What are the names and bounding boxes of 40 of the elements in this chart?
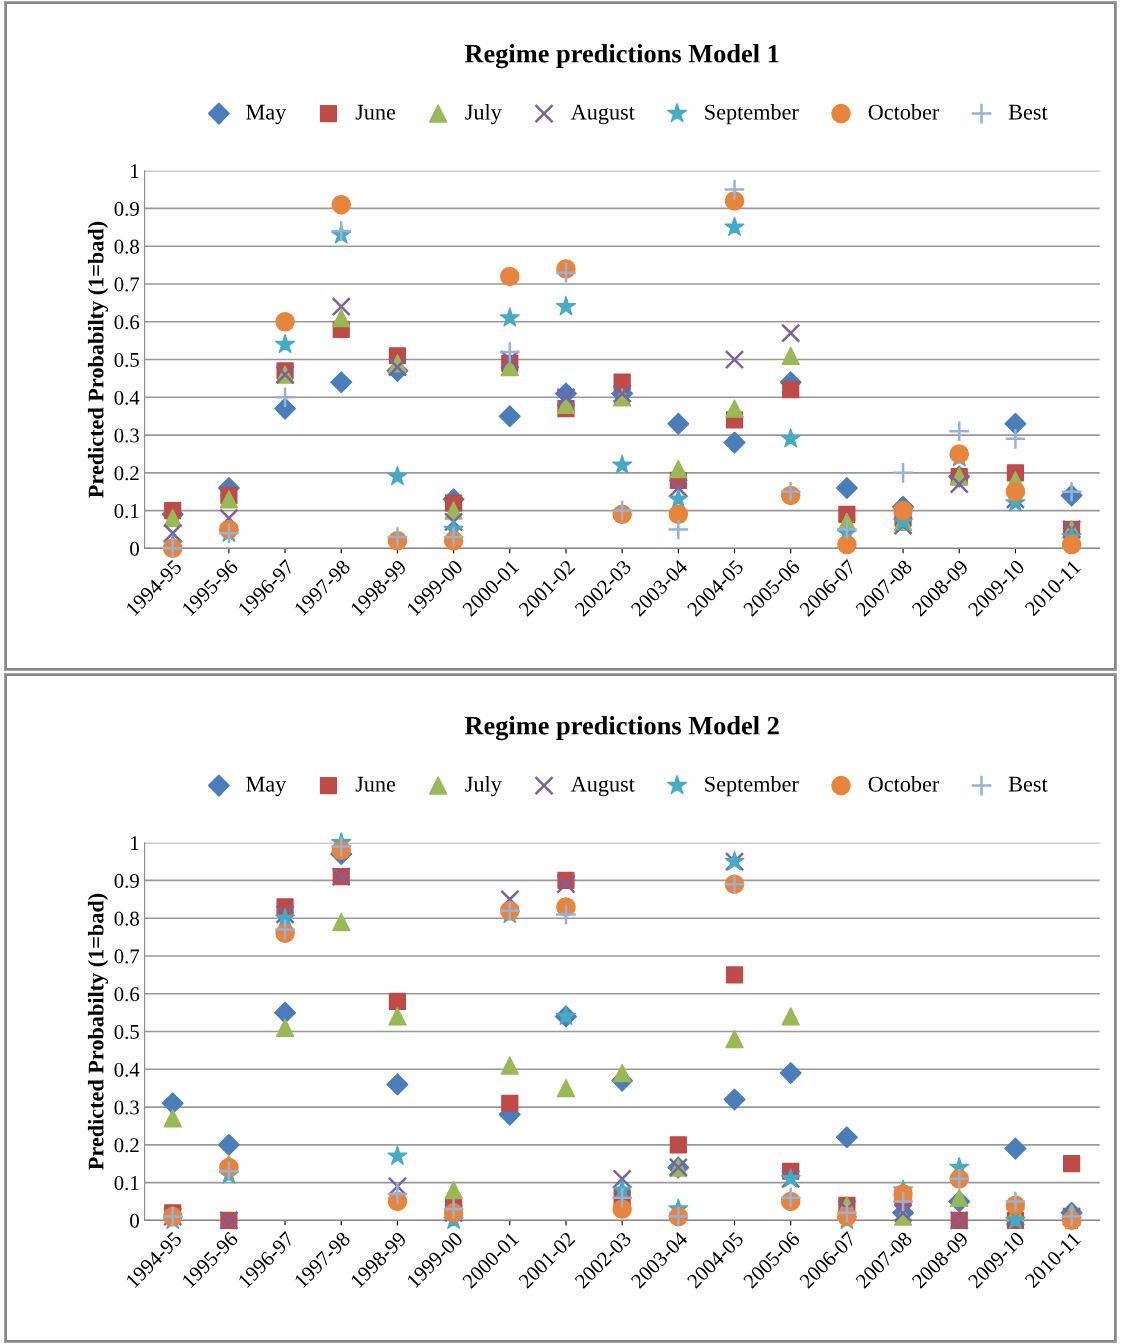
y-tick-label: 0.2 <box>114 466 139 481</box>
y-tick-label: 0.5 <box>114 1024 139 1040</box>
y-tick-label: 0 <box>130 1213 139 1228</box>
legend-label: October <box>868 104 940 120</box>
y-tick-label: 0.3 <box>114 1100 139 1115</box>
legend-label: July <box>465 104 502 125</box>
y-tick-label: 0.8 <box>114 239 139 254</box>
y-tick-label: 0.7 <box>114 949 140 964</box>
y-tick-label: 0.6 <box>114 987 140 1002</box>
y-tick-label: 0.1 <box>114 1175 139 1191</box>
y-tick-label: 0.2 <box>114 1138 139 1153</box>
legend-label: July <box>465 776 502 797</box>
legend-label: September <box>705 776 799 797</box>
legend-label: August <box>570 776 635 797</box>
y-tick-label: 0.9 <box>114 873 139 888</box>
y-tick-label: 0.4 <box>114 1062 140 1077</box>
y-tick-label: 0.1 <box>114 503 139 519</box>
y-axis-title: Predicted Probabilty (1=bad) <box>87 893 109 1170</box>
y-tick-label: 1 <box>131 836 139 850</box>
legend-label: June <box>355 104 396 120</box>
y-tick-label: 0.8 <box>114 911 139 926</box>
y-tick-label: 1 <box>131 164 139 178</box>
y-tick-label: 0.9 <box>114 201 139 216</box>
legend-label: Best <box>1008 104 1048 120</box>
y-tick-label: 0.6 <box>114 315 140 330</box>
legend-label: Best <box>1008 776 1048 792</box>
y-tick-label: 0.5 <box>114 352 139 368</box>
legend-label: September <box>705 104 799 125</box>
legend-label: May <box>246 104 287 125</box>
legend-label: May <box>246 776 287 797</box>
chart-title: Regime predictions Model 1 <box>464 44 779 69</box>
y-tick-label: 0.7 <box>114 277 140 292</box>
legend-label: June <box>355 776 396 792</box>
chart-title: Regime predictions Model 2 <box>464 716 779 741</box>
legend-label: October <box>868 776 940 792</box>
legend-label: August <box>570 104 635 125</box>
y-axis-title: Predicted Probabilty (1=bad) <box>87 221 109 498</box>
y-tick-label: 0.3 <box>114 428 139 443</box>
y-tick-label: 0.4 <box>114 390 140 405</box>
y-tick-label: 0 <box>130 541 139 556</box>
